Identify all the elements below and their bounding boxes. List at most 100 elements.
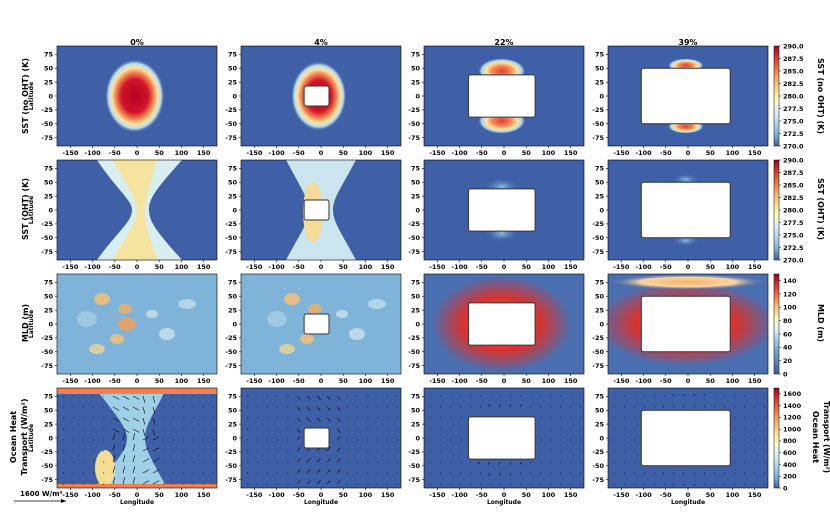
colorbar-tick-label: 40	[783, 344, 793, 352]
quiver-arrow	[132, 444, 136, 452]
x-tick-label: -100	[635, 263, 652, 271]
x-tick-label: -100	[451, 491, 468, 499]
continent	[303, 313, 330, 335]
colorbar-tick-label: 1600	[783, 390, 802, 398]
mld-blob	[300, 334, 314, 344]
y-tick-label: 25	[411, 192, 421, 200]
x-tick-label: 100	[175, 377, 189, 385]
y-tick-label: 25	[595, 306, 605, 314]
x-tick-label: 0	[502, 377, 507, 385]
x-tick-label: -150	[246, 263, 263, 271]
y-tick-label: -25	[41, 220, 53, 228]
y-tick-label: 50	[228, 65, 238, 73]
quiver-arrow	[336, 417, 341, 422]
y-tick-label: -25	[225, 448, 237, 456]
x-tick-label: -150	[613, 263, 630, 271]
y-tick-label: -25	[41, 334, 53, 342]
y-tick-label: -25	[592, 334, 604, 342]
y-tick-label: 50	[44, 293, 54, 301]
colorbar-tick-label: 280.0	[783, 92, 804, 100]
x-tick-label: 0	[319, 263, 324, 271]
colorbar-tick-label: 120	[783, 290, 797, 298]
y-tick-label: 75	[411, 51, 421, 59]
y-tick-label: 50	[228, 179, 238, 187]
panel-r1-c1: -150 -100 -50 0 50 100 150 75 50 25 0 -25 -50 -75	[225, 159, 402, 271]
quiver-arrow	[713, 472, 716, 475]
y-tick-label: 75	[411, 279, 421, 287]
quiver-arrow	[142, 458, 150, 463]
x-tick-label: 0	[135, 491, 140, 499]
y-axis-label: Latitude	[28, 82, 35, 110]
x-tick-label: -100	[268, 149, 285, 157]
column-title-1: 4%	[314, 38, 328, 47]
quiver-arrow	[509, 404, 511, 408]
y-tick-label: -25	[41, 448, 53, 456]
colorbar-label-sst-oht: SST (OHT) (K)	[816, 178, 825, 240]
x-tick-label: -150	[62, 263, 79, 271]
colorbar-tick-label: 287.5	[783, 55, 804, 63]
x-axis-label: Longitude	[487, 499, 521, 506]
quiver-arrow	[477, 461, 481, 465]
quiver-arrow	[519, 461, 523, 465]
quiver-arrow	[336, 480, 341, 485]
quiver-arrow	[336, 447, 341, 452]
quiver-arrow	[326, 458, 331, 463]
x-tick-label: -150	[429, 491, 446, 499]
colorbar-label-oht-line2: Transport (W/m²)	[822, 401, 830, 473]
y-tick-label: -25	[408, 220, 420, 228]
quiver-arrow	[306, 406, 311, 411]
x-tick-label: 100	[359, 263, 373, 271]
x-tick-label: 100	[726, 491, 740, 499]
panels-group: -150 -100 -50 0 50 100 150 75 50 25 0 -25 -50 -75 Lati…	[28, 45, 769, 506]
x-tick-label: 100	[726, 377, 740, 385]
y-axis-label: Latitude	[28, 424, 35, 452]
x-tick-label: -150	[613, 491, 630, 499]
quiver-arrow	[152, 469, 160, 474]
quiver-arrow	[296, 458, 301, 463]
quiver-arrow	[122, 433, 126, 441]
x-tick-label: -100	[268, 377, 285, 385]
x-tick-label: -100	[268, 491, 285, 499]
continent	[467, 74, 536, 118]
quiver-arrow	[306, 458, 311, 463]
colorbars-group: 290.0 287.5 285.0 282.5 280.0 277.5 275.0 272.5…	[773, 42, 804, 492]
colorbar-tick-label: 275.0	[783, 231, 804, 239]
y-tick-label: 25	[228, 192, 238, 200]
x-tick-label: -100	[84, 263, 101, 271]
x-tick-label: -150	[62, 149, 79, 157]
quiver-arrow	[499, 461, 501, 465]
x-tick-label: -100	[635, 149, 652, 157]
y-tick-label: 75	[44, 279, 54, 287]
x-tick-label: 100	[542, 491, 556, 499]
continent	[467, 188, 536, 232]
y-tick-label: -25	[408, 448, 420, 456]
y-tick-label: -25	[408, 334, 420, 342]
y-tick-label: -75	[225, 362, 237, 370]
quiver-arrow	[509, 472, 511, 476]
mld-blob	[267, 311, 287, 327]
quiver-arrow	[122, 395, 130, 400]
x-tick-label: -50	[660, 377, 672, 385]
quiver-arrow	[152, 417, 156, 425]
panel-r0-c3: -150 -100 -50 0 50 100 150 75 50 25 0 -25 -50 -75	[592, 45, 769, 157]
mld-blob	[368, 299, 386, 309]
quiver-arrow	[112, 433, 116, 441]
mld-blob	[178, 299, 196, 309]
quiver-arrow	[132, 417, 140, 422]
x-tick-label: 0	[686, 149, 691, 157]
column-title-0: 0%	[130, 38, 144, 47]
y-axis-label: Latitude	[28, 196, 35, 224]
x-tick-label: 150	[197, 149, 211, 157]
y-tick-label: 75	[411, 165, 421, 173]
quiver-arrow	[112, 455, 116, 463]
y-tick-label: -75	[225, 248, 237, 256]
colorbar-tick-label: 60	[783, 330, 793, 338]
quiver-arrow	[662, 472, 665, 475]
colorbar-tick-label: 277.5	[783, 219, 804, 227]
panel-r1-c3: -150 -100 -50 0 50 100 150 75 50 25 0 -25 -50 -75	[592, 159, 769, 271]
y-tick-label: 0	[599, 320, 604, 328]
y-tick-label: 25	[44, 420, 54, 428]
colorbar-tick-label: 0	[783, 370, 788, 378]
quiver-arrow	[112, 406, 120, 411]
